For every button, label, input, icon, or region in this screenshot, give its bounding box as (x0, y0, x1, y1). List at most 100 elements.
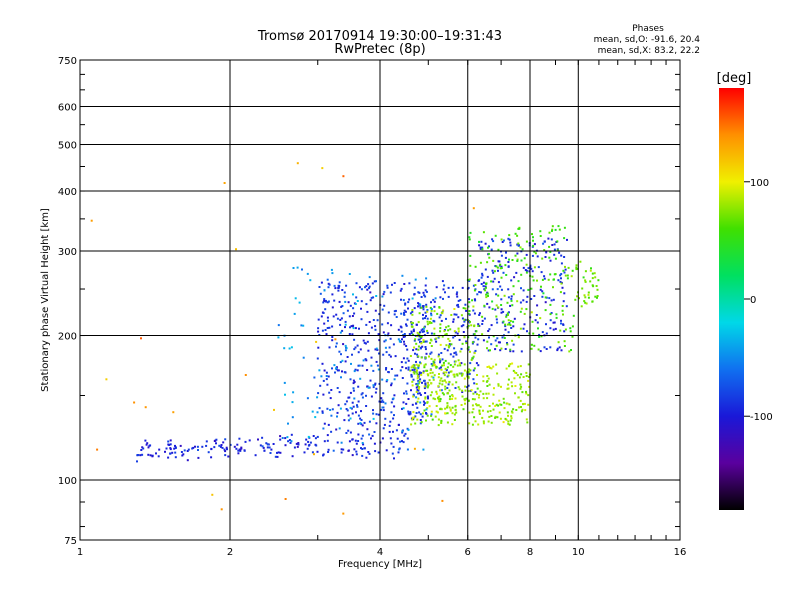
data-point (433, 327, 436, 330)
data-point (527, 379, 530, 382)
data-point (506, 342, 508, 344)
data-point (453, 419, 456, 421)
data-point (560, 277, 562, 280)
data-point (471, 423, 474, 426)
data-point (400, 298, 402, 301)
data-point (449, 364, 452, 367)
data-point (381, 437, 384, 440)
data-point (420, 421, 423, 424)
data-point (448, 398, 451, 401)
data-point (291, 416, 294, 419)
data-point (582, 276, 585, 279)
data-point (446, 412, 449, 415)
data-point (413, 366, 416, 369)
data-point (363, 341, 366, 344)
data-point (500, 311, 503, 314)
data-point (457, 327, 460, 330)
data-point (426, 382, 429, 385)
data-point (525, 263, 528, 266)
data-point (392, 343, 395, 346)
data-point (277, 451, 280, 454)
data-point (533, 243, 536, 246)
data-point (311, 451, 314, 454)
data-point (457, 316, 460, 319)
data-point (417, 291, 420, 294)
data-point (389, 291, 392, 294)
data-point (359, 422, 362, 425)
data-point (514, 232, 517, 235)
data-point (500, 403, 503, 406)
data-point (556, 249, 559, 252)
data-point (549, 303, 552, 306)
data-point (481, 248, 484, 251)
data-point (423, 403, 425, 406)
data-point (504, 264, 507, 267)
data-point (505, 367, 508, 370)
data-point (349, 378, 352, 381)
data-point (415, 412, 418, 414)
data-point (477, 404, 480, 407)
data-point (559, 280, 562, 283)
data-point (326, 278, 329, 281)
data-point (331, 408, 334, 411)
data-point (197, 449, 199, 451)
data-point (385, 380, 388, 383)
data-point (374, 325, 377, 328)
data-point (513, 276, 516, 279)
data-point (444, 412, 447, 415)
data-point (437, 353, 440, 356)
data-point (186, 450, 189, 452)
data-point (500, 304, 503, 306)
data-point (486, 261, 489, 264)
data-point (467, 324, 470, 327)
data-point (338, 427, 341, 430)
data-point (429, 306, 432, 309)
data-point (478, 411, 481, 414)
data-point (475, 330, 478, 333)
data-point (539, 230, 542, 233)
data-point (428, 321, 431, 323)
data-point (412, 349, 415, 352)
data-point (173, 447, 176, 450)
data-point (344, 323, 347, 326)
data-point (545, 323, 547, 326)
data-point (487, 377, 490, 380)
data-point (425, 290, 428, 293)
data-point (380, 400, 383, 403)
data-point (526, 330, 528, 333)
data-point (424, 348, 427, 351)
data-point (407, 368, 410, 371)
data-point (497, 281, 500, 284)
y-axis-label: Stationary phase Virtual Height [km] (40, 208, 51, 392)
data-point (169, 447, 172, 450)
data-point (405, 324, 408, 327)
data-point (394, 309, 397, 312)
data-point (429, 394, 432, 397)
data-point (496, 266, 499, 269)
data-point (507, 378, 510, 381)
data-point (335, 428, 338, 431)
data-point (309, 279, 312, 282)
data-point (322, 312, 325, 314)
data-point (466, 386, 469, 389)
data-point (370, 326, 373, 329)
data-point (418, 380, 421, 383)
data-point (453, 363, 456, 366)
data-point (426, 369, 429, 372)
data-point (498, 411, 501, 414)
data-point (390, 382, 393, 385)
data-point (440, 311, 443, 314)
data-point (413, 293, 416, 296)
data-point (355, 442, 358, 445)
data-point (397, 451, 400, 454)
data-point (487, 349, 490, 352)
data-point (516, 374, 519, 377)
data-point (549, 250, 552, 253)
data-point (494, 339, 497, 342)
data-point (473, 352, 476, 355)
data-point (425, 352, 428, 355)
data-point (418, 392, 421, 395)
data-point (474, 299, 477, 302)
data-point (412, 364, 415, 367)
data-point (141, 446, 144, 449)
